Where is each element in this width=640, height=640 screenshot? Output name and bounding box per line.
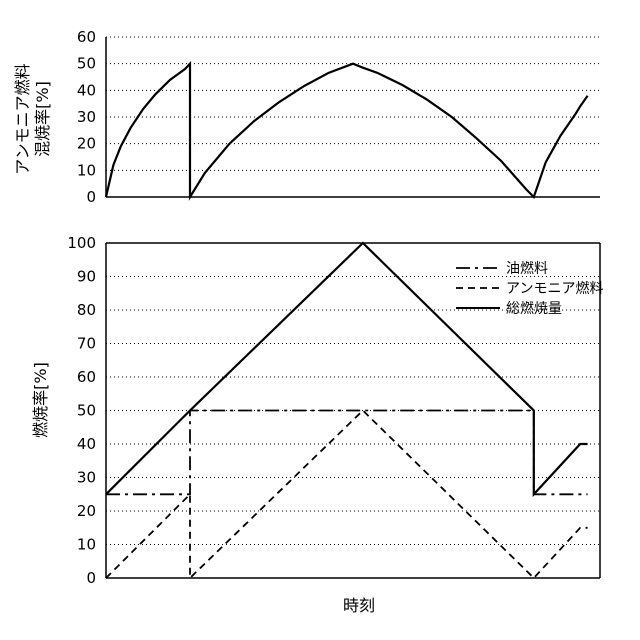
y-tick-label: 50 <box>77 55 96 73</box>
top-panel: 0 10 20 30 40 50 60 アンモニア燃料混焼率[%] <box>13 28 600 206</box>
y-axis-title: 燃焼率[%] <box>31 362 50 438</box>
legend-label-total: 総燃焼量 <box>506 300 562 317</box>
y-tick-label: 30 <box>77 108 96 126</box>
y-tick-label: 40 <box>77 435 96 453</box>
y-tick-label: 0 <box>86 188 96 206</box>
y-tick-label: 0 <box>86 569 96 587</box>
legend-label-ammonia: アンモニア燃料 <box>506 280 603 297</box>
y-tick-label: 80 <box>77 301 96 319</box>
y-tick-label: 20 <box>77 502 96 520</box>
y-tick-label: 90 <box>77 268 96 286</box>
legend: 油燃料アンモニア燃料総燃焼量 <box>456 260 603 317</box>
y-tick-label: 30 <box>77 469 96 487</box>
y-axis-title-line2: 混焼率[%] <box>33 81 52 157</box>
y-tick-label: 70 <box>77 335 96 353</box>
y-tick-label: 60 <box>77 28 96 46</box>
y-tick-label: 20 <box>77 135 96 153</box>
legend-label-oil: 油燃料 <box>506 260 548 277</box>
y-axis-title-line1: アンモニア燃料 <box>13 63 32 174</box>
y-tick-label: 100 <box>67 234 96 252</box>
y-tick-label: 10 <box>77 161 96 179</box>
series-line-ammonia_ratio <box>106 64 588 197</box>
x-axis-title: 時刻 <box>343 596 375 615</box>
series-line-ammonia <box>106 411 588 579</box>
y-tick-label: 60 <box>77 368 96 386</box>
y-tick-label: 40 <box>77 81 96 99</box>
y-tick-label: 10 <box>77 536 96 554</box>
y-tick-label: 50 <box>77 402 96 420</box>
